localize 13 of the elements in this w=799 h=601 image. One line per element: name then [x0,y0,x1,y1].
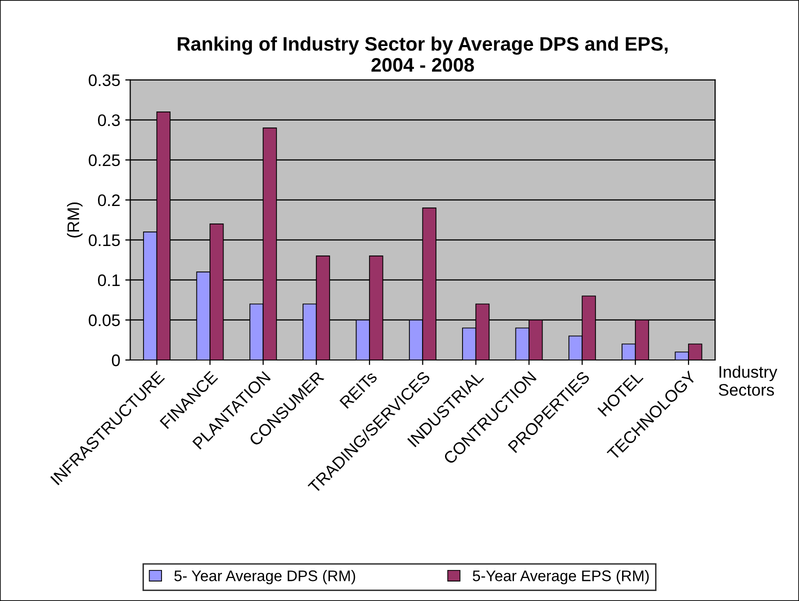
y-tick-label: 0.25 [88,154,120,166]
y-tick-label: 0.05 [88,314,120,326]
legend-label: 5- Year Average DPS (RM) [174,570,356,584]
x-axis-title: Industry Sectors [718,366,778,396]
y-axis-title: (RM) [66,202,83,238]
y-tick-label: 0.1 [98,274,120,286]
y-tick-label: 0.15 [88,234,120,246]
chart-title: Ranking of Industry Sector by Average DPS and EPS, 2004 - 2008 [178,36,668,72]
y-tick-label: 0.3 [98,114,120,126]
legend-label: 5-Year Average EPS (RM) [472,570,649,584]
y-tick-label: 0.35 [88,74,120,86]
y-tick-label: 0.2 [98,194,120,206]
y-tick-label: 0 [112,354,120,366]
